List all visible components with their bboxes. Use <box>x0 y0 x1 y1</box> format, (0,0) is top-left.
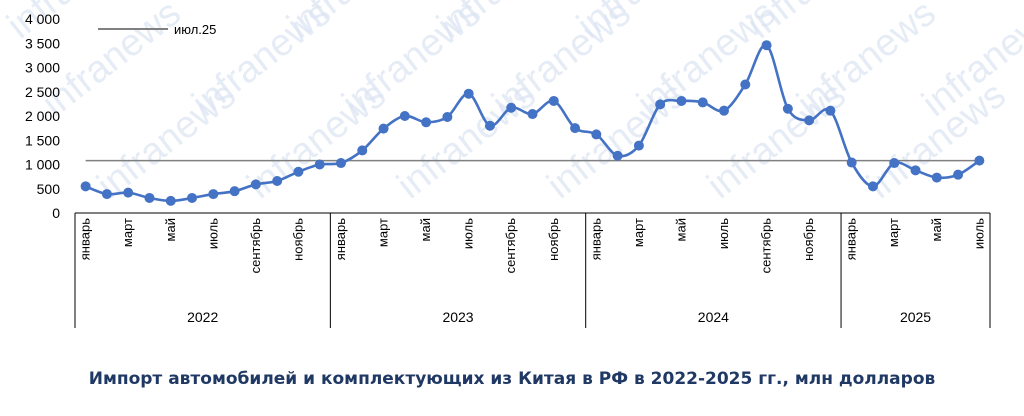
data-point <box>846 157 857 168</box>
data-point <box>867 181 878 192</box>
data-point <box>421 117 432 128</box>
y-tick-label: 2 000 <box>25 108 60 124</box>
x-tick-label: ноябрь <box>290 218 305 261</box>
data-point <box>357 145 368 156</box>
x-tick-label: март <box>631 218 646 247</box>
y-tick-label: 0 <box>52 205 60 221</box>
data-point <box>101 189 112 200</box>
data-point <box>208 189 219 200</box>
y-tick-label: 500 <box>37 181 61 197</box>
data-point <box>953 169 964 180</box>
watermark-text: infranews <box>700 74 854 207</box>
x-tick-label: март <box>376 218 391 247</box>
x-tick-label: сентябрь <box>503 218 518 274</box>
legend-label: июл.25 <box>174 22 216 37</box>
x-tick-label: июль <box>716 218 731 249</box>
data-point <box>761 40 772 51</box>
y-tick-label: 3 000 <box>25 60 60 76</box>
x-tick-label: июль <box>971 218 986 249</box>
data-point <box>655 99 666 110</box>
data-point <box>719 105 730 116</box>
data-point <box>676 95 687 106</box>
data-point <box>974 155 985 166</box>
data-point <box>378 123 389 134</box>
chart-title: Импорт автомобилей и комплектующих из Ки… <box>88 369 936 389</box>
data-point <box>80 181 91 192</box>
x-tick-label: январь <box>844 218 859 260</box>
line-chart: infranewsinfranewsinfranewsinfranewsinfr… <box>0 0 1024 328</box>
data-point <box>250 179 261 190</box>
data-point <box>144 192 155 203</box>
y-tick-label: 1 500 <box>25 132 60 148</box>
data-point <box>804 115 815 126</box>
x-tick-label: сентябрь <box>248 218 263 274</box>
data-point <box>293 166 304 177</box>
x-tick-label: март <box>886 218 901 247</box>
y-tick-label: 3 500 <box>25 35 60 51</box>
data-point <box>740 79 751 90</box>
data-point <box>442 111 453 122</box>
watermark-text: infranews <box>540 74 694 207</box>
data-point <box>506 102 517 113</box>
data-point <box>187 192 198 203</box>
watermark-text: infranews <box>90 74 244 207</box>
data-point <box>399 111 410 121</box>
data-point <box>591 129 602 140</box>
year-label: 2025 <box>900 309 931 325</box>
data-point <box>612 150 623 161</box>
x-tick-label: июль <box>461 218 476 249</box>
data-point <box>314 159 325 170</box>
data-point <box>272 175 283 186</box>
data-point <box>931 172 942 183</box>
data-point <box>335 158 346 169</box>
data-point <box>548 95 559 106</box>
data-point <box>825 105 836 116</box>
data-point <box>165 195 176 206</box>
x-tick-label: ноябрь <box>546 218 561 261</box>
data-point <box>889 158 900 169</box>
x-tick-label: январь <box>588 218 603 260</box>
x-tick-label: май <box>418 218 433 241</box>
x-tick-label: январь <box>333 218 348 260</box>
x-tick-label: январь <box>78 218 93 260</box>
x-tick-label: май <box>163 218 178 241</box>
x-tick-label: июль <box>205 218 220 249</box>
data-point <box>570 123 581 134</box>
y-tick-label: 2 500 <box>25 84 60 100</box>
year-label: 2023 <box>442 309 473 325</box>
data-point <box>463 88 474 99</box>
data-point <box>910 165 921 176</box>
x-tick-label: сентябрь <box>759 218 774 274</box>
year-label: 2024 <box>698 309 729 325</box>
x-tick-label: ноябрь <box>801 218 816 261</box>
data-point <box>782 103 793 114</box>
data-point <box>527 109 538 120</box>
y-tick-label: 1 000 <box>25 157 60 173</box>
y-tick-label: 4 000 <box>25 11 60 27</box>
data-point <box>697 97 708 108</box>
x-tick-label: май <box>929 218 944 241</box>
data-point <box>123 187 134 198</box>
year-label: 2022 <box>187 309 218 325</box>
x-tick-label: май <box>673 218 688 241</box>
data-point <box>484 120 495 131</box>
data-point <box>229 186 240 197</box>
data-point <box>633 140 644 151</box>
x-tick-label: март <box>120 218 135 247</box>
